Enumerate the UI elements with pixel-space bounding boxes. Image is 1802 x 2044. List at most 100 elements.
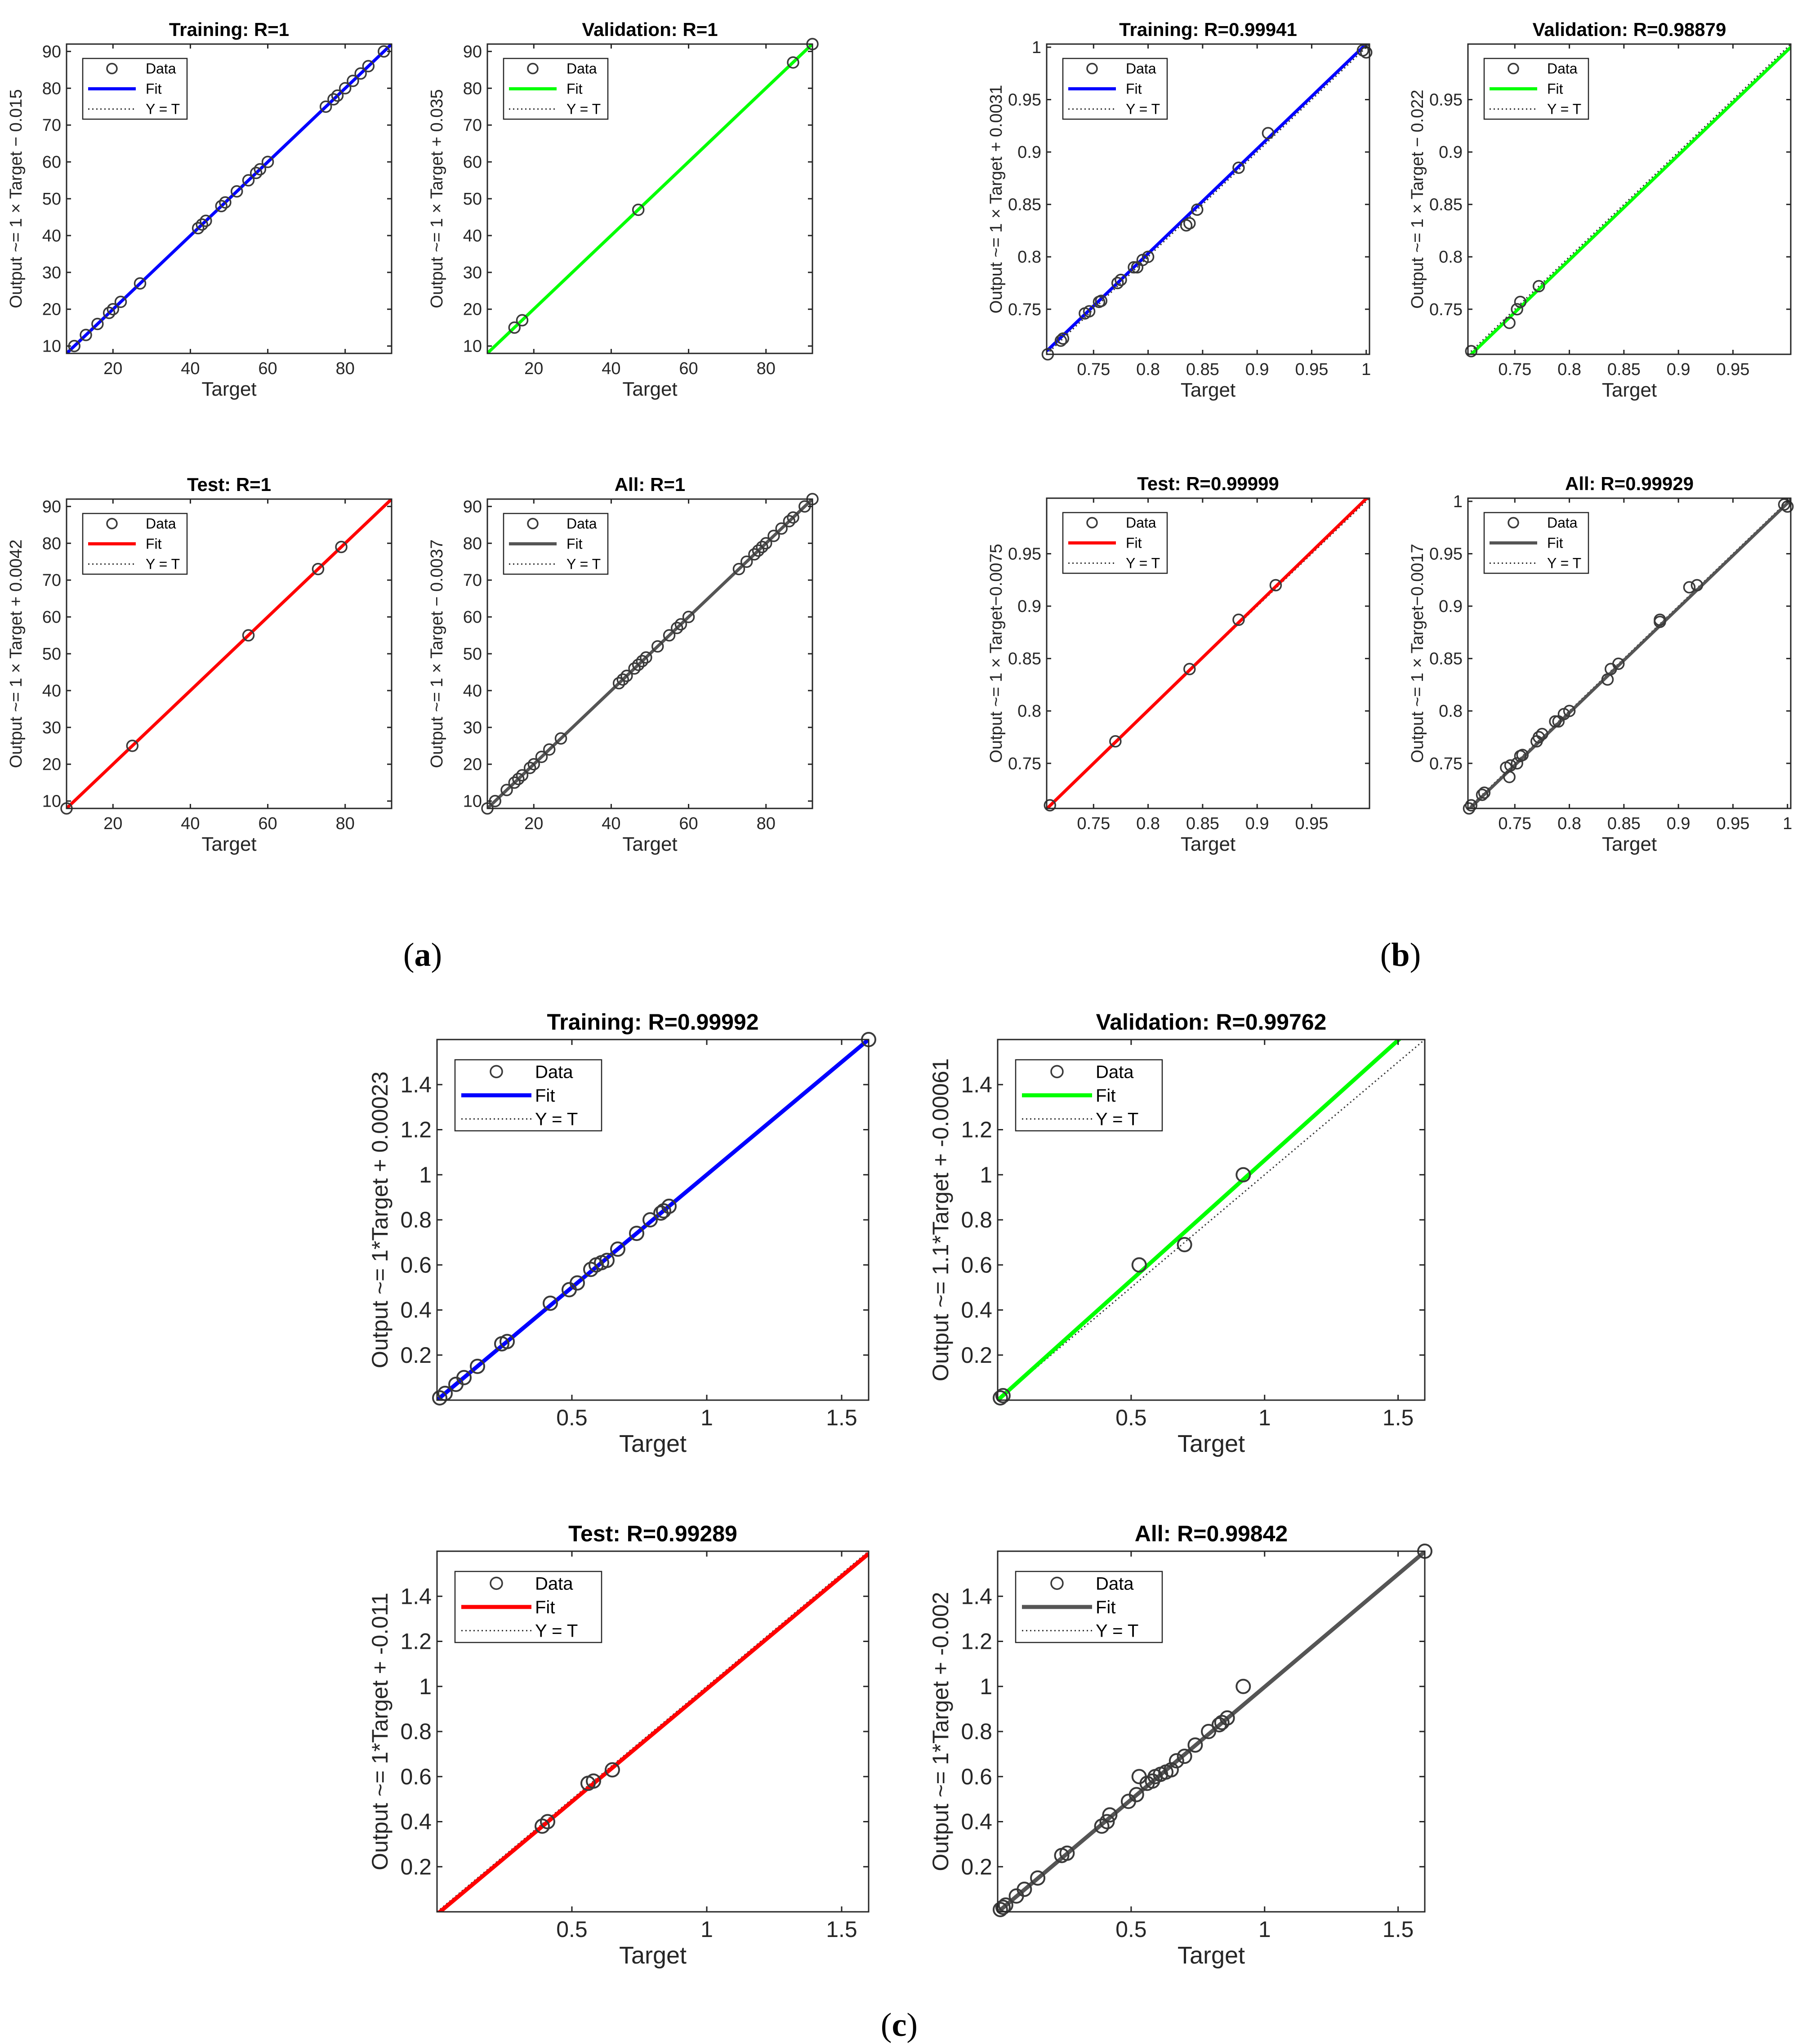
data-point (1191, 203, 1204, 216)
chart-panel-11: 0.5 1 1.5 0.2 0.4 0.6 0.8 1 1.2 1.4 Test: R=0.9928… (367, 1521, 870, 1969)
data-point (767, 530, 780, 542)
data-point (1177, 1237, 1192, 1253)
y-tick-label: 1 (980, 1674, 992, 1699)
legend-data-marker (490, 1065, 503, 1079)
legend-data-label: Data (1547, 515, 1578, 531)
y-tick-label: 0.6 (961, 1252, 992, 1277)
y-tick-label: 70 (463, 571, 482, 590)
legend-identity-label: Y = T (535, 1110, 578, 1129)
data-point (126, 740, 139, 752)
data-point (327, 93, 340, 106)
legend-data-label: Data (146, 516, 176, 532)
data-point (512, 772, 525, 785)
y-axis-label: Output ~= 1*Target + 0.00023 (367, 1071, 393, 1368)
y-tick-label: 1 (419, 1674, 432, 1699)
y-tick-label: 0.6 (400, 1764, 432, 1789)
legend-identity-label: Y = T (1547, 555, 1581, 571)
chart-panel-4: 20 40 60 80 10 20 30 40 50 60 70 80 90 All: R=1 Target… (428, 474, 819, 855)
x-tick-label: 1 (700, 1917, 713, 1942)
data-point (1511, 303, 1523, 316)
data-point (354, 67, 367, 80)
data-point (242, 629, 255, 642)
legend-data-marker (1086, 517, 1098, 529)
chart-title: Training: R=0.99992 (547, 1009, 758, 1035)
data-point (570, 1275, 585, 1291)
x-tick-label: 80 (757, 359, 776, 378)
data-point (620, 669, 633, 682)
legend-identity-label: Y = T (146, 101, 180, 117)
x-tick-label: 0.95 (1716, 814, 1749, 833)
y-tick-label: 40 (42, 227, 61, 245)
x-tick-label: 0.95 (1716, 360, 1749, 379)
data-point (1044, 799, 1057, 812)
data-point (586, 1773, 601, 1789)
y-tick-label: 50 (42, 645, 61, 664)
legend: Data Fit Y = T (1015, 1059, 1163, 1132)
fit-line (1047, 498, 1369, 808)
y-tick-label: 0.9 (1017, 597, 1041, 616)
data-point (682, 611, 695, 623)
legend: Data Fit Y = T (1062, 512, 1168, 574)
data-point (752, 544, 765, 557)
data-point (1476, 788, 1489, 801)
x-tick-label: 20 (103, 814, 122, 833)
data-point (200, 214, 212, 227)
y-tick-label: 70 (463, 116, 482, 135)
y-tick-label: 50 (42, 190, 61, 209)
fit-line (998, 1040, 1402, 1400)
data-point (362, 60, 375, 72)
data-point (1128, 1787, 1144, 1803)
data-point (1115, 273, 1127, 286)
x-tick-label: 40 (602, 359, 620, 378)
chart-title: Training: R=0.99941 (1119, 19, 1297, 40)
y-tick-label: 0.8 (1439, 248, 1463, 267)
x-tick-label: 0.8 (1136, 814, 1160, 833)
y-axis-label: Output ~= 1 × Target − 0.015 (7, 89, 26, 308)
y-axis-label: Output ~= 1 × Target + 0.035 (428, 89, 446, 308)
legend: Data Fit Y = T (82, 513, 188, 575)
x-tick-label: 1.5 (1383, 1405, 1414, 1430)
data-point (632, 658, 645, 671)
data-point (787, 511, 799, 524)
data-point (756, 540, 768, 553)
y-axis-label: Output ~= 1 × Target + 0.0031 (987, 85, 1006, 313)
x-tick-label: 0.85 (1607, 814, 1641, 833)
chart-title: Validation: R=0.99762 (1096, 1009, 1327, 1035)
data-point (1083, 305, 1096, 318)
data-point (1236, 1167, 1251, 1183)
data-point (1514, 295, 1527, 308)
x-tick-label: 1 (700, 1405, 713, 1430)
data-point (759, 537, 772, 550)
data-point (114, 295, 127, 308)
legend: Data Fit Y = T (1062, 58, 1168, 120)
legend-data-marker (1086, 62, 1098, 75)
data-point (1057, 332, 1070, 345)
legend: Data Fit Y = T (1483, 512, 1589, 574)
data-point (1219, 1710, 1235, 1726)
legend-data-label: Data (535, 1574, 573, 1593)
data-point (583, 1262, 598, 1277)
legend-fit-label: Fit (1547, 81, 1563, 97)
identity-line (998, 1040, 1425, 1400)
data-point (995, 1388, 1011, 1403)
fit-line (437, 1552, 869, 1912)
data-point (663, 629, 676, 642)
y-tick-label: 1 (1032, 38, 1041, 57)
identity-line (1468, 44, 1791, 354)
legend-data-marker (1508, 62, 1519, 75)
x-tick-label: 80 (757, 814, 776, 833)
legend: Data Fit Y = T (1015, 1571, 1163, 1643)
y-tick-label: 0.6 (400, 1252, 432, 1277)
data-point (992, 1390, 1008, 1406)
data-point (500, 1334, 515, 1349)
legend-data-marker (1050, 1576, 1064, 1590)
legend-data-marker (490, 1576, 503, 1590)
data-point (775, 522, 788, 535)
chart-title: All: R=0.99842 (1135, 1521, 1288, 1546)
x-tick-label: 0.85 (1607, 360, 1641, 379)
y-tick-label: 50 (463, 645, 482, 664)
legend: Data Fit Y = T (503, 58, 609, 120)
y-tick-label: 40 (42, 682, 61, 701)
legend-fit-label: Fit (146, 536, 162, 552)
legend-data-label: Data (535, 1062, 573, 1082)
